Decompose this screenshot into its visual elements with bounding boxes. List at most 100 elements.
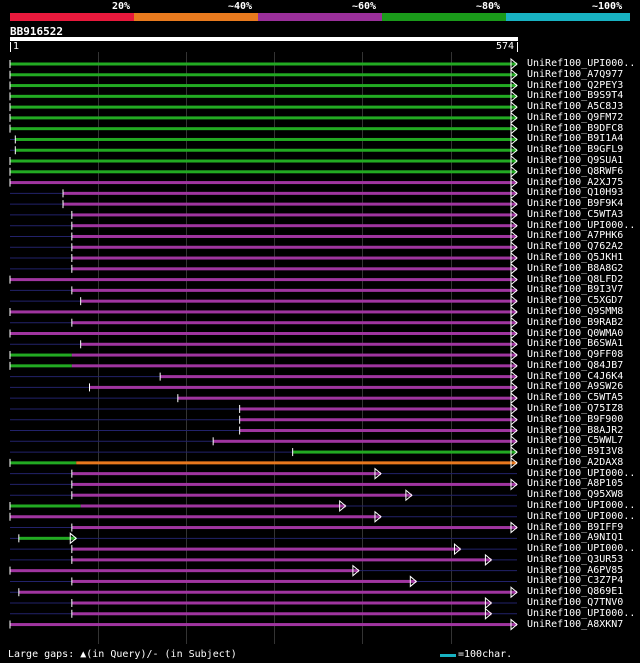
hit-label[interactable]: UniRef100_C3Z7P4 <box>527 575 624 587</box>
hit-segment <box>71 472 381 476</box>
hit-label[interactable]: UniRef100_A5C8J3 <box>527 101 624 113</box>
hit-segment <box>71 321 517 325</box>
hit-label[interactable]: UniRef100_C5WTA3 <box>527 208 624 220</box>
alignment-grid <box>0 52 640 644</box>
hit-label[interactable]: UniRef100_C5WWL7 <box>527 435 624 447</box>
hit-segment <box>10 310 517 314</box>
hit-end-arrow <box>510 68 518 81</box>
hit-label[interactable]: UniRef100_A6PV85 <box>527 564 624 576</box>
hit-label[interactable]: UniRef100_B9I3V7 <box>527 284 624 296</box>
hit-label[interactable]: UniRef100_B9F900 <box>527 413 624 425</box>
hit-label[interactable]: UniRef100_Q8LFD2 <box>527 273 624 285</box>
hit-end-arrow <box>510 348 518 362</box>
hit-segment <box>292 450 517 454</box>
hit-segment <box>10 94 517 98</box>
hit-label[interactable]: UniRef100_Q2PEY3 <box>527 79 624 91</box>
hit-end-arrow <box>510 79 518 92</box>
hit-label[interactable]: UniRef100_UPI000.. <box>527 543 636 555</box>
hit-end-arrow <box>510 262 518 275</box>
hit-label[interactable]: UniRef100_Q9FM72 <box>527 111 624 123</box>
hit-end-arrow <box>510 187 518 200</box>
hit-segment <box>15 148 517 152</box>
hit-end-arrow <box>510 208 518 221</box>
hit-end-arrow <box>510 586 518 599</box>
hit-label[interactable]: UniRef100_Q10H93 <box>527 187 624 199</box>
hit-label[interactable]: UniRef100_B9I1A4 <box>527 133 624 145</box>
hit-label[interactable]: UniRef100_B9DFC8 <box>527 122 624 134</box>
hit-label[interactable]: UniRef100_Q5JKH1 <box>527 252 624 264</box>
hit-label[interactable]: UniRef100_Q75IZ8 <box>527 402 624 414</box>
hit-label[interactable]: UniRef100_UPI000.. <box>527 467 636 479</box>
hit-segment <box>213 439 517 443</box>
hit-label[interactable]: UniRef100_UPI000.. <box>527 499 636 511</box>
hit-segment <box>10 515 381 519</box>
legend-swatch-80 <box>382 13 506 21</box>
hit-segment <box>10 127 517 131</box>
hit-end-arrow <box>510 402 518 416</box>
hit-label[interactable]: UniRef100_Q869E1 <box>527 586 624 598</box>
hit-label[interactable]: UniRef100_C5WTA5 <box>527 392 624 404</box>
hit-label[interactable]: UniRef100_B9I3V8 <box>527 446 624 458</box>
hit-label[interactable]: UniRef100_Q3UR53 <box>527 553 624 565</box>
hit-end-arrow <box>510 273 518 286</box>
hit-end-arrow <box>510 144 518 157</box>
hit-label[interactable]: UniRef100_B9F9K4 <box>527 198 624 210</box>
hit-label[interactable]: UniRef100_A2XJ75 <box>527 176 624 188</box>
hit-label[interactable]: UniRef100_B9IFF9 <box>527 521 624 533</box>
hit-label[interactable]: UniRef100_Q8RWF6 <box>527 165 624 177</box>
hit-segment <box>89 385 517 389</box>
ruler-start-tick <box>10 42 11 52</box>
hit-label[interactable]: UniRef100_Q9SUA1 <box>527 155 624 167</box>
hit-label[interactable]: UniRef100_UPI000.. <box>527 58 636 69</box>
hit-label[interactable]: UniRef100_Q9SMM8 <box>527 305 624 317</box>
hit-end-arrow <box>510 284 518 297</box>
hit-segment <box>10 332 517 335</box>
hit-end-arrow <box>510 446 518 459</box>
query-sequence-id: BB916522 <box>10 25 63 38</box>
hit-label[interactable]: UniRef100_B8AJR2 <box>527 424 624 436</box>
hit-label[interactable]: UniRef100_B9S9T4 <box>527 90 624 102</box>
hit-segment <box>71 612 492 616</box>
hit-label[interactable]: UniRef100_A9NIQ1 <box>527 532 624 544</box>
hit-segment <box>177 396 517 400</box>
ruler-end-tick <box>517 42 518 52</box>
hit-label[interactable]: UniRef100_B8A8G2 <box>527 262 624 274</box>
hit-end-arrow <box>510 122 518 135</box>
hit-label[interactable]: UniRef100_UPI000.. <box>527 510 636 522</box>
hit-label[interactable]: UniRef100_B9RAB2 <box>527 316 624 328</box>
hit-label[interactable]: UniRef100_A9SW26 <box>527 381 624 393</box>
hit-segment <box>10 84 517 88</box>
hit-label[interactable]: UniRef100_A7PHK6 <box>527 230 624 242</box>
hit-label[interactable]: UniRef100_C4J6K4 <box>527 370 624 382</box>
hit-segment <box>10 278 517 282</box>
hit-label[interactable]: UniRef100_A2DAX8 <box>527 456 624 468</box>
grid-line <box>186 52 187 644</box>
hit-end-arrow <box>352 564 360 577</box>
hit-segment <box>18 536 77 540</box>
hit-label[interactable]: UniRef100_UPI000.. <box>527 607 636 619</box>
hit-label[interactable]: UniRef100_Q84JB7 <box>527 359 624 371</box>
hit-segment <box>239 418 518 422</box>
hit-segment <box>62 191 517 195</box>
hit-end-arrow <box>374 467 382 480</box>
hit-label[interactable]: UniRef100_B6SWA1 <box>527 338 624 350</box>
legend-label-20: 20% <box>112 1 131 12</box>
hit-label[interactable]: UniRef100_B9GFL9 <box>527 144 624 156</box>
hit-end-arrow <box>510 392 518 405</box>
hit-label[interactable]: UniRef100_Q0WMA0 <box>527 327 624 339</box>
hit-label[interactable]: UniRef100_Q762A2 <box>527 241 624 253</box>
hit-label[interactable]: UniRef100_A7Q977 <box>527 68 624 80</box>
legend-swatch-100 <box>506 13 630 21</box>
hit-label[interactable]: UniRef100_C5XGD7 <box>527 295 624 307</box>
hit-end-arrow <box>510 370 518 383</box>
hit-label[interactable]: UniRef100_Q9FF08 <box>527 349 624 361</box>
hit-label[interactable]: UniRef100_Q7TNV0 <box>527 597 624 608</box>
hit-segment <box>18 590 517 594</box>
hit-label[interactable]: UniRef100_A8XKN7 <box>527 618 624 630</box>
hit-end-arrow <box>510 101 518 114</box>
hit-label[interactable]: UniRef100_Q95XW8 <box>527 489 624 501</box>
hit-segment <box>76 461 518 465</box>
hit-label[interactable]: UniRef100_A8P105 <box>527 478 624 490</box>
hit-label[interactable]: UniRef100_UPI000.. <box>527 219 636 231</box>
hit-end-arrow <box>510 435 518 448</box>
